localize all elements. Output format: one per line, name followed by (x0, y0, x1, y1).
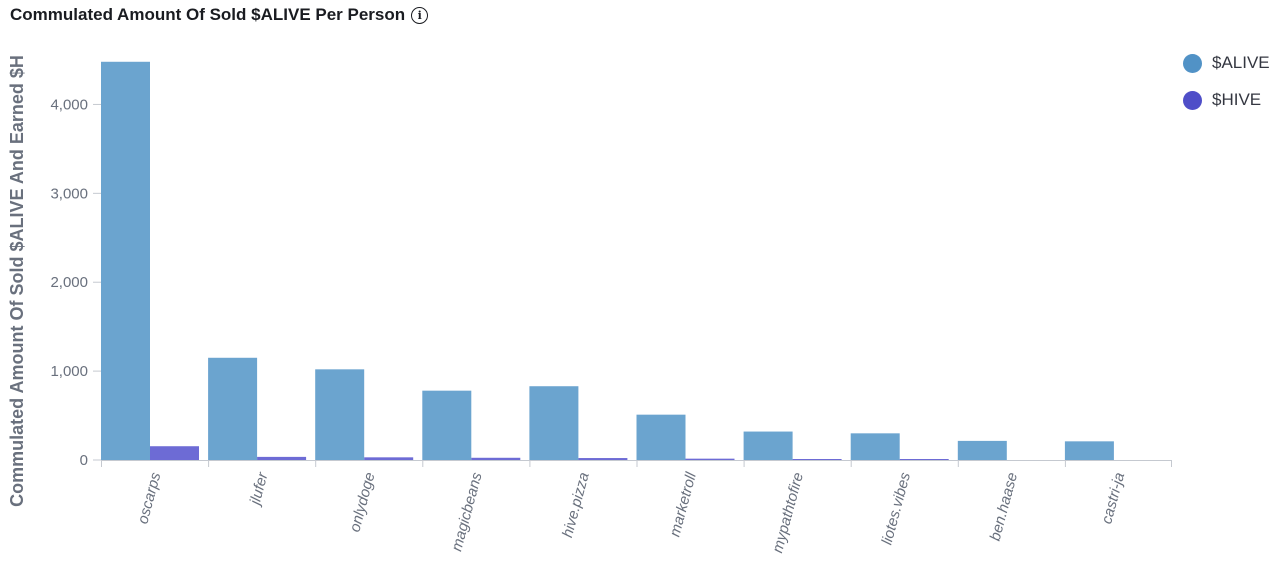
x-tick-label: hive.pizza (559, 471, 593, 540)
legend-item-alive[interactable]: $ALIVE (1183, 50, 1270, 76)
chart-title: Commulated Amount Of Sold $ALIVE Per Per… (10, 5, 406, 24)
x-tick-label: liotes.vibes (878, 470, 914, 547)
x-tick-label: castri-ja (1098, 471, 1128, 526)
bar-alive-castri-ja[interactable] (1064, 441, 1114, 460)
bar-alive-jlufer[interactable] (208, 357, 258, 460)
bar-hive-liotes.vibes[interactable] (899, 459, 949, 460)
x-tick-label: mypathtofire (769, 471, 807, 555)
bar-hive-mypathtofire[interactable] (792, 459, 842, 460)
bar-hive-onlydoge[interactable] (364, 457, 414, 460)
y-axis-title: Commulated Amount Of Sold $ALIVE And Ear… (7, 55, 27, 507)
bar-hive-oscarps[interactable] (150, 446, 199, 460)
bar-hive-marketroll[interactable] (685, 458, 735, 460)
x-tick-label: jlufer (246, 470, 272, 509)
bar-alive-onlydoge[interactable] (315, 369, 365, 460)
bar-alive-mypathtofire[interactable] (743, 431, 793, 460)
y-tick-label: 3,000 (50, 185, 88, 202)
bars (101, 61, 1114, 461)
bar-hive-jlufer[interactable] (257, 456, 307, 460)
bar-hive-hive.pizza[interactable] (578, 458, 628, 460)
bar-alive-marketroll[interactable] (636, 414, 686, 460)
bar-alive-hive.pizza[interactable] (529, 386, 579, 460)
y-tick-label: 0 (80, 452, 88, 469)
x-tick-label: ben.haase (987, 471, 1022, 543)
bar-hive-magicbeans[interactable] (471, 457, 521, 460)
legend: $ALIVE $HIVE (1183, 50, 1270, 113)
info-icon[interactable]: i (411, 6, 429, 24)
legend-label: $ALIVE (1212, 53, 1270, 72)
bar-alive-magicbeans[interactable] (422, 390, 472, 460)
y-tick-label: 2,000 (50, 274, 88, 291)
x-tick-label: onlydoge (346, 471, 378, 534)
y-axis: 0 1,000 2,000 3,000 4,000 (50, 96, 101, 469)
legend-swatch (1183, 53, 1202, 73)
legend-swatch (1183, 90, 1202, 110)
bar-chart: Commulated Amount Of Sold $ALIVE And Ear… (7, 55, 1172, 555)
x-tick-label: oscarps (134, 470, 164, 526)
legend-label: $HIVE (1212, 90, 1262, 109)
chart-header: Commulated Amount Of Sold $ALIVE Per Per… (10, 3, 429, 27)
y-tick-label: 1,000 (50, 363, 88, 380)
bar-alive-liotes.vibes[interactable] (850, 433, 900, 460)
x-tick-label: marketroll (666, 470, 700, 539)
bar-alive-oscarps[interactable] (101, 61, 150, 461)
legend-item-hive[interactable]: $HIVE (1183, 87, 1270, 113)
x-axis: oscarps jlufer onlydoge magicbeans hive.pizz… (101, 460, 1172, 555)
y-tick-label: 4,000 (50, 96, 88, 113)
x-tick-label: magicbeans (448, 470, 485, 553)
bar-alive-ben.haase[interactable] (957, 440, 1007, 460)
